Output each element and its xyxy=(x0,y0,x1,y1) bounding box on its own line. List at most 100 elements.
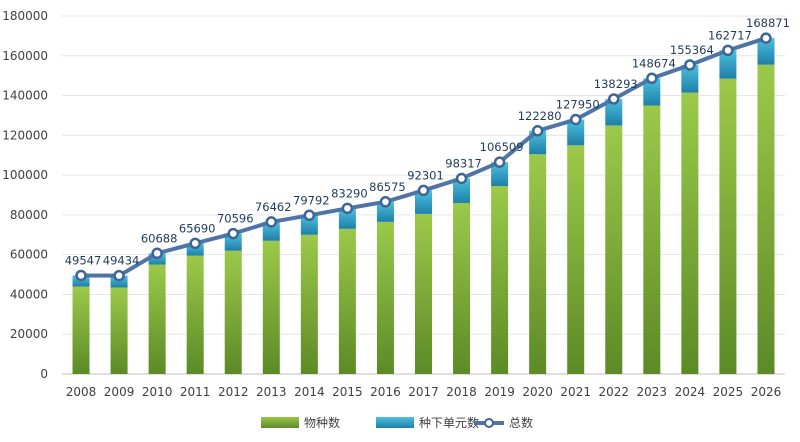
bar-subspecific xyxy=(453,178,471,203)
bar-subspecific xyxy=(643,78,661,106)
legend-label-total: 总数 xyxy=(509,415,533,430)
data-label: 148674 xyxy=(632,56,676,70)
total-point xyxy=(646,72,658,85)
data-label: 79792 xyxy=(293,193,330,207)
legend-label-species: 物种数 xyxy=(304,415,340,430)
y-tick-label: 140000 xyxy=(2,89,48,103)
bar-species xyxy=(719,78,737,375)
x-tick-label: 2022 xyxy=(598,385,629,399)
legend: 物种数 种下单元数 总数 xyxy=(261,415,533,430)
x-tick-label: 2018 xyxy=(446,385,477,399)
bar-species xyxy=(224,250,242,374)
total-point xyxy=(113,269,125,282)
bar-subspecific xyxy=(376,201,394,222)
bar-species xyxy=(491,186,509,374)
data-label: 106509 xyxy=(480,140,524,154)
data-label: 138293 xyxy=(594,77,638,91)
data-label: 92301 xyxy=(407,168,444,182)
bar-subspecific xyxy=(681,64,699,93)
data-label: 98317 xyxy=(445,156,482,170)
x-tick-label: 2019 xyxy=(484,385,515,399)
data-label: 168871 xyxy=(746,16,790,30)
y-axis: 0 20000 40000 60000 80000 100000 120000 140000 1… xyxy=(2,9,48,381)
bar-subspecific xyxy=(491,162,509,187)
bar-subspecific xyxy=(262,221,280,241)
bar-species xyxy=(148,264,166,374)
total-point xyxy=(227,227,239,240)
x-tick-label: 2014 xyxy=(294,385,325,399)
bar-subspecific xyxy=(338,208,356,229)
data-label: 122280 xyxy=(518,109,562,123)
bar-species xyxy=(605,125,623,374)
bar-species xyxy=(681,92,699,375)
bar-subspecific xyxy=(415,190,432,214)
bars xyxy=(72,38,775,375)
y-tick-label: 0 xyxy=(40,367,48,381)
data-label: 162717 xyxy=(708,28,752,42)
legend-swatch-subspecific xyxy=(376,417,414,428)
bar-species xyxy=(338,228,356,374)
legend-label-subspecific: 种下单元数 xyxy=(419,415,479,430)
x-tick-label: 2009 xyxy=(104,385,135,399)
x-tick-label: 2025 xyxy=(713,385,744,399)
data-label: 127950 xyxy=(556,98,600,112)
bar-species xyxy=(110,287,128,374)
bar-species xyxy=(757,64,775,374)
bar-species xyxy=(567,145,585,374)
total-point xyxy=(265,216,278,228)
total-point xyxy=(760,32,772,44)
total-point xyxy=(379,196,392,208)
data-label: 155364 xyxy=(670,43,714,57)
y-tick-label: 20000 xyxy=(10,327,48,341)
total-point xyxy=(189,237,201,250)
total-point xyxy=(455,172,468,185)
x-tick-label: 2008 xyxy=(66,385,97,399)
bar-species xyxy=(529,154,547,374)
y-tick-label: 120000 xyxy=(2,128,48,142)
total-point xyxy=(608,93,620,105)
x-tick-label: 2026 xyxy=(751,385,782,399)
data-label: 49547 xyxy=(65,253,102,267)
x-tick-label: 2013 xyxy=(256,385,287,399)
bar-subspecific xyxy=(110,275,128,288)
x-tick-label: 2016 xyxy=(370,385,401,399)
x-axis: 2008 2009 2010 2011 2012 2013 2014 2015 2016 2017… xyxy=(66,385,781,399)
data-label: 60688 xyxy=(141,231,178,245)
y-tick-label: 40000 xyxy=(10,287,48,301)
bar-subspecific xyxy=(224,233,242,251)
bar-species xyxy=(643,105,661,374)
total-point xyxy=(341,202,354,215)
bar-subspecific xyxy=(719,50,737,79)
bar-subspecific xyxy=(567,119,585,146)
bar-species xyxy=(186,255,204,374)
total-point xyxy=(303,209,316,222)
total-point xyxy=(493,156,506,168)
x-tick-label: 2011 xyxy=(180,385,211,399)
y-tick-label: 180000 xyxy=(2,9,48,23)
legend-swatch-species xyxy=(261,417,299,428)
bar-species xyxy=(415,213,432,374)
y-tick-label: 60000 xyxy=(10,248,48,262)
data-label: 49434 xyxy=(103,254,140,268)
x-tick-label: 2015 xyxy=(332,385,363,399)
total-point xyxy=(417,184,430,197)
data-label: 76462 xyxy=(255,200,292,214)
bar-species xyxy=(300,234,318,374)
data-label: 65690 xyxy=(179,221,216,235)
y-tick-label: 160000 xyxy=(2,49,48,63)
total-line xyxy=(75,32,772,282)
total-point xyxy=(569,113,582,126)
x-tick-label: 2020 xyxy=(522,385,553,399)
legend-marker-total xyxy=(484,418,494,428)
data-label: 70596 xyxy=(217,212,254,226)
total-point xyxy=(722,44,734,57)
y-tick-label: 100000 xyxy=(2,168,48,182)
bar-subspecific xyxy=(300,215,318,235)
x-tick-label: 2024 xyxy=(675,385,706,399)
total-point xyxy=(75,269,87,282)
total-point xyxy=(151,247,163,260)
x-tick-label: 2023 xyxy=(637,385,668,399)
total-point xyxy=(684,59,696,71)
